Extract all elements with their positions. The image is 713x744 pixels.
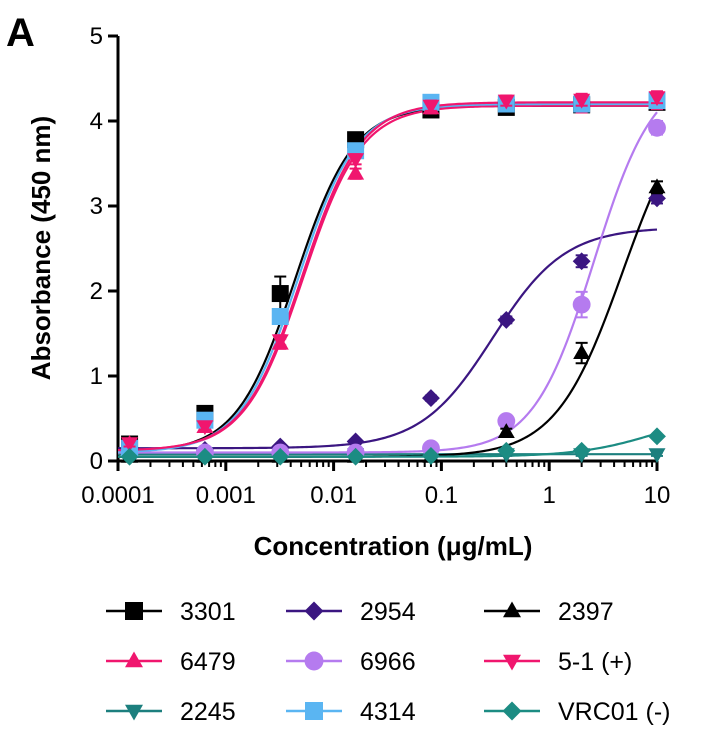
legend-marker [125, 602, 143, 620]
data-point [648, 118, 666, 137]
data-point [497, 412, 516, 430]
x-tick-label: 0.001 [196, 482, 256, 509]
legend-label: 5-1 (+) [558, 648, 632, 676]
legend-label: 6966 [360, 648, 416, 676]
x-tick-label: 1 [543, 482, 556, 509]
legend-label: 3301 [180, 598, 236, 626]
data-point [648, 91, 666, 107]
y-tick-label: 4 [90, 108, 103, 135]
fit-curve-6966 [118, 111, 658, 454]
y-tick-label: 2 [90, 278, 103, 305]
legend: 3301 2954 2397 6479 6966 5-1 (+) 2245 4314 VRC01… [106, 598, 671, 726]
legend-marker [304, 651, 324, 671]
data-point [497, 423, 515, 439]
data-point [422, 389, 440, 408]
legend-item: VRC01 (-) [484, 698, 671, 726]
x-tick-label: 0.1 [425, 482, 458, 509]
y-tick-label: 3 [90, 193, 103, 220]
data-point [573, 344, 591, 359]
x-axis-title: Concentration (μg/mL) [254, 531, 533, 561]
data-point [648, 178, 666, 194]
data-point [120, 447, 139, 466]
legend-item: 3301 [106, 598, 236, 626]
legend-label: 4314 [360, 698, 416, 726]
fit-curve-4314 [117, 102, 657, 453]
legend-label: 6479 [180, 648, 236, 676]
data-point [497, 310, 516, 329]
fit-curves [117, 101, 658, 458]
legend-label: 2245 [180, 698, 236, 726]
y-tick-label: 0 [90, 448, 103, 475]
data-point [497, 94, 515, 110]
legend-item: 6479 [106, 648, 236, 676]
data-point [648, 427, 666, 446]
legend-label: 2954 [360, 598, 416, 626]
data-point [572, 252, 591, 271]
legend-item: 2245 [106, 698, 236, 726]
x-tick-label: 10 [644, 482, 671, 509]
legend-item: 5-1 (+) [484, 648, 632, 676]
data-point [195, 447, 214, 466]
data-point [422, 99, 440, 115]
data-point [347, 164, 365, 180]
legend-marker [305, 702, 323, 720]
fit-curve-5-1 (+) [117, 101, 657, 452]
legend-marker [125, 704, 143, 721]
legend-marker [304, 601, 324, 621]
data-point [572, 441, 591, 460]
legend-item: 2954 [286, 598, 416, 626]
legend-marker [125, 651, 143, 668]
data-point [271, 308, 289, 325]
legend-marker [503, 601, 521, 618]
data-point [347, 153, 365, 169]
x-tick-label: 0.01 [310, 482, 357, 509]
legend-item: 2397 [484, 598, 614, 626]
data-point [121, 437, 139, 453]
y-tick-label: 5 [90, 23, 103, 50]
data-point [497, 441, 516, 460]
legend-marker [503, 654, 521, 671]
data-point [346, 447, 365, 466]
data-point [648, 448, 666, 464]
fit-curve-6479 [117, 104, 657, 452]
legend-marker [502, 701, 522, 721]
fit-curve-3301 [117, 104, 657, 453]
data-point [573, 93, 591, 109]
data-point [572, 295, 591, 314]
y-tick-label: 1 [90, 363, 103, 390]
data-point [271, 447, 290, 466]
legend-label: 2397 [558, 598, 614, 626]
data-point [196, 420, 214, 436]
data-point [271, 334, 289, 350]
data-point [271, 285, 289, 303]
legend-item: 4314 [286, 698, 416, 726]
legend-label: VRC01 (-) [558, 698, 671, 726]
data-point [422, 446, 440, 465]
data-points [120, 90, 666, 466]
data-point [648, 189, 666, 208]
x-tick-label: 0.0001 [81, 482, 154, 509]
legend-item: 6966 [286, 648, 416, 676]
panel-label: A [6, 11, 35, 55]
y-axis-title: Absorbance (450 nm) [26, 116, 56, 380]
